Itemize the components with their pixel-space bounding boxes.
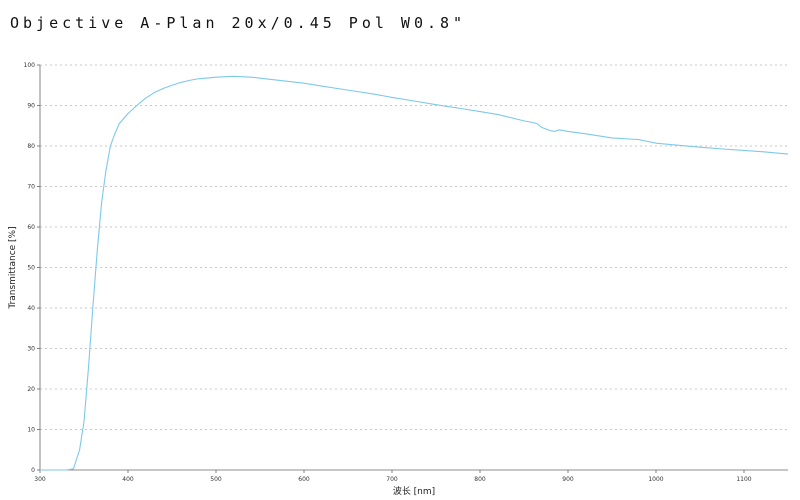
y-tick-label: 60 (27, 224, 35, 231)
x-axis-label: 波长 [nm] (393, 485, 435, 497)
x-tick-label: 700 (386, 476, 398, 483)
x-tick-label: 500 (210, 476, 222, 483)
y-tick-label: 70 (27, 184, 35, 191)
series-layer (40, 75, 789, 471)
y-tick-label: 30 (27, 346, 35, 353)
y-tick-label: 100 (24, 62, 36, 69)
x-tick-label: 300 (34, 476, 46, 483)
chart-title: Objective A-Plan 20x/0.45 Pol W0.8" (10, 14, 467, 32)
x-tick-label: 600 (298, 476, 310, 483)
y-tick-label: 50 (27, 265, 35, 272)
series-line (40, 75, 789, 471)
grid-layer (40, 64, 788, 430)
y-tick-label: 80 (27, 143, 35, 150)
y-axis-label: Transmittance [%] (8, 226, 18, 309)
y-tick-label: 20 (27, 386, 35, 393)
y-tick-label: 90 (27, 103, 35, 110)
tick-layer: 0 10 20 30 40 50 60 70 80 90 100 300 400 500 600 700 800… (24, 62, 752, 483)
x-tick-label: 800 (474, 476, 486, 483)
x-tick-label: 400 (122, 476, 134, 483)
y-tick-label: 10 (27, 427, 35, 434)
x-tick-label: 1000 (648, 476, 663, 483)
y-tick-label: 0 (31, 467, 35, 474)
x-tick-label: 1100 (736, 476, 751, 483)
x-tick-label: 900 (562, 476, 574, 483)
y-tick-label: 40 (27, 305, 35, 312)
